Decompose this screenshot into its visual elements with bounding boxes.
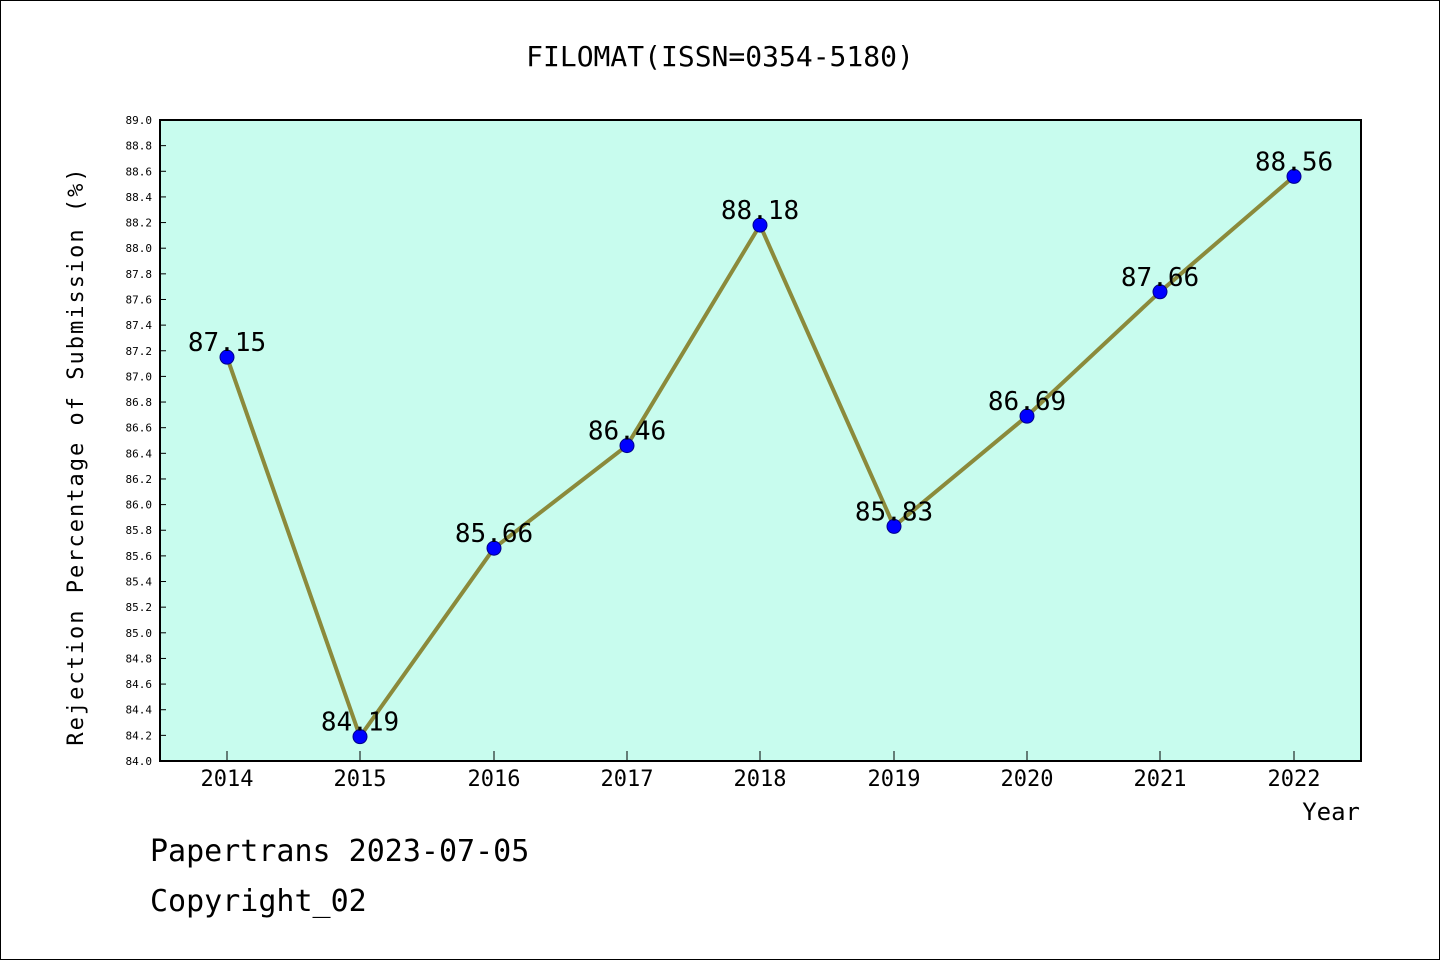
y-tick-label: 84.8 [126,652,153,665]
x-tick-label: 2014 [201,767,254,792]
y-axis: 84.0 84.2 84.4 84.6 84.8 85.0 85.2 85.4 85.6 85.8… [126,114,166,768]
data-point [1286,168,1302,184]
x-tick-label: 2018 [734,767,787,792]
y-tick-label: 88.4 [126,191,153,204]
data-label: 87.66 [1121,263,1199,293]
y-tick-label: 87.0 [126,370,153,383]
y-tick-label: 88.0 [126,242,153,255]
y-tick-label: 84.4 [126,704,153,717]
data-label: 87.15 [188,328,266,358]
x-tick-label: 2016 [468,767,521,792]
y-tick-label: 86.4 [126,447,153,460]
y-tick-label: 88.6 [126,165,153,178]
data-point [219,349,235,365]
x-tick-label: 2019 [868,767,921,792]
y-tick-label: 86.0 [126,499,153,512]
y-tick-label: 88.2 [126,217,153,230]
data-point [886,518,902,534]
y-tick-label: 89.0 [126,114,153,127]
y-tick-label: 85.2 [126,601,153,614]
data-point [619,438,635,454]
footer-copyright-line: Copyright_02 [150,884,367,919]
x-axis: 2014 2015 2016 2017 2018 2019 2020 2021 2022 [201,751,1321,792]
data-labels: 87.15 84.19 85.66 86.46 88.18 85.83 86.69 87.66… [188,147,1333,737]
y-tick-label: 84.6 [126,678,153,691]
data-label: 86.46 [588,417,666,447]
data-markers [219,168,1302,745]
y-tick-label: 87.4 [126,319,153,332]
chart-title: FILOMAT(ISSN=0354-5180) [526,40,914,73]
x-tick-label: 2015 [334,767,387,792]
x-axis-label: Year [1302,798,1360,826]
y-tick-label: 86.6 [126,422,153,435]
x-tick-label: 2021 [1134,767,1187,792]
y-tick-label: 84.2 [126,729,153,742]
data-label: 88.56 [1255,147,1333,177]
data-point [1152,284,1168,300]
footer-date-line: Papertrans 2023-07-05 [150,834,530,869]
data-label: 84.19 [321,708,399,738]
data-label: 85.83 [855,497,933,527]
data-point [352,729,368,745]
data-label: 85.66 [455,519,533,549]
y-tick-label: 87.2 [126,345,153,358]
x-tick-label: 2022 [1268,767,1321,792]
data-label: 86.69 [988,387,1066,417]
y-tick-label: 88.8 [126,140,153,153]
y-tick-label: 87.6 [126,293,153,306]
y-tick-label: 85.0 [126,627,153,640]
data-point [1019,408,1035,424]
x-tick-label: 2020 [1001,767,1054,792]
y-axis-label: Rejection Percentage of Submission (%) [64,166,89,745]
data-label: 88.18 [721,196,799,226]
y-tick-label: 85.6 [126,550,153,563]
data-point [752,217,768,233]
y-tick-label: 85.4 [126,576,153,589]
y-tick-label: 87.8 [126,268,153,281]
x-tick-label: 2017 [601,767,654,792]
y-tick-label: 85.8 [126,524,153,537]
data-point [486,540,502,556]
y-tick-label: 84.0 [126,755,153,768]
y-tick-label: 86.2 [126,473,153,486]
y-tick-label: 86.8 [126,396,153,409]
